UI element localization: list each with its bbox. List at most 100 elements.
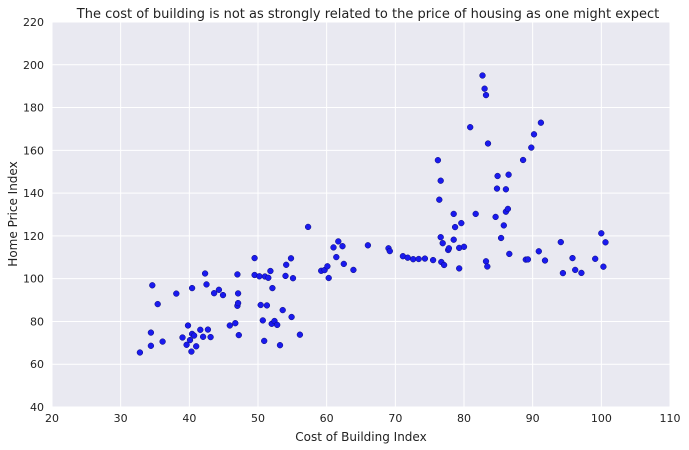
x-tick-label: 110 xyxy=(660,412,681,425)
data-point xyxy=(234,271,241,278)
data-point xyxy=(445,245,453,252)
data-point xyxy=(364,242,372,249)
data-point xyxy=(287,255,295,262)
x-tick-label: 60 xyxy=(320,412,334,425)
y-tick-label: 140 xyxy=(23,187,44,200)
data-point xyxy=(282,272,289,280)
data-point xyxy=(296,331,304,338)
y-tick-label: 160 xyxy=(23,144,44,157)
data-point xyxy=(437,177,444,184)
data-point xyxy=(283,261,290,268)
data-point xyxy=(340,260,347,268)
data-point xyxy=(450,210,457,218)
y-tick-label: 100 xyxy=(23,273,44,286)
data-point xyxy=(333,253,340,261)
x-axis-label: Cost of Building Index xyxy=(295,430,426,444)
data-point xyxy=(304,223,312,231)
data-point xyxy=(288,313,295,321)
chart-title: The cost of building is not as strongly … xyxy=(76,7,659,22)
data-point xyxy=(598,230,605,237)
data-point xyxy=(502,186,510,193)
data-point xyxy=(186,336,194,344)
y-tick-label: 80 xyxy=(30,315,44,328)
data-point xyxy=(207,333,214,341)
data-point xyxy=(274,321,281,329)
data-point xyxy=(289,275,297,282)
data-point xyxy=(234,299,242,307)
data-point xyxy=(276,342,284,349)
data-point xyxy=(484,140,492,147)
data-point xyxy=(350,266,357,274)
data-point xyxy=(259,317,266,324)
data-point xyxy=(602,239,609,246)
data-point xyxy=(472,210,479,218)
data-point xyxy=(234,290,242,297)
data-point xyxy=(197,326,204,333)
data-point xyxy=(269,284,276,292)
data-point xyxy=(193,343,200,350)
data-point xyxy=(215,286,223,293)
data-point xyxy=(204,326,212,333)
data-point xyxy=(460,243,468,250)
data-point xyxy=(578,269,585,277)
y-tick-label: 180 xyxy=(23,102,44,115)
data-point xyxy=(572,266,579,274)
data-point xyxy=(335,238,342,245)
data-point xyxy=(261,337,268,345)
data-point xyxy=(519,156,527,164)
data-point xyxy=(429,256,437,264)
data-point xyxy=(184,322,192,329)
x-tick-label: 50 xyxy=(251,412,265,425)
data-point xyxy=(492,213,499,221)
data-point xyxy=(203,281,210,288)
y-tick-label: 120 xyxy=(23,230,44,243)
data-point xyxy=(592,255,599,262)
y-axis-ticks: 40 60 80 100 120 140 160 180 200 220 xyxy=(23,16,44,414)
data-point xyxy=(219,291,227,299)
data-point xyxy=(232,320,239,327)
data-point xyxy=(324,263,331,270)
y-tick-label: 60 xyxy=(30,358,44,371)
data-point xyxy=(179,334,186,341)
data-point xyxy=(494,172,501,180)
data-point xyxy=(188,284,196,292)
y-tick-label: 200 xyxy=(23,59,44,72)
data-point xyxy=(458,219,465,227)
data-point xyxy=(434,157,442,164)
data-point xyxy=(600,263,607,270)
data-point xyxy=(493,185,501,192)
data-point xyxy=(136,349,144,356)
data-point xyxy=(154,300,161,308)
data-point xyxy=(535,248,542,255)
y-tick-label: 40 xyxy=(30,401,44,414)
grid-lines xyxy=(51,21,671,408)
data-point xyxy=(386,247,393,255)
data-point xyxy=(524,256,532,263)
x-tick-label: 80 xyxy=(457,412,471,425)
data-point xyxy=(437,234,444,241)
data-point xyxy=(530,131,538,138)
plot-area xyxy=(52,22,670,407)
data-point xyxy=(201,270,209,277)
data-point xyxy=(330,244,337,251)
data-point xyxy=(210,290,218,297)
data-point xyxy=(456,265,463,272)
data-point xyxy=(569,254,576,262)
y-tick-label: 220 xyxy=(23,16,44,29)
data-point xyxy=(339,243,346,250)
data-point xyxy=(279,306,286,314)
data-point xyxy=(484,263,491,270)
x-tick-label: 20 xyxy=(45,412,59,425)
x-tick-label: 30 xyxy=(114,412,128,425)
data-point xyxy=(479,72,486,79)
data-point xyxy=(149,282,156,289)
data-point xyxy=(421,255,429,262)
data-point xyxy=(267,267,274,275)
data-points xyxy=(136,72,609,356)
data-point xyxy=(325,274,332,282)
data-point xyxy=(263,302,271,309)
data-point xyxy=(505,171,512,178)
data-point xyxy=(557,238,564,246)
data-point xyxy=(226,322,233,329)
data-point xyxy=(450,236,457,243)
